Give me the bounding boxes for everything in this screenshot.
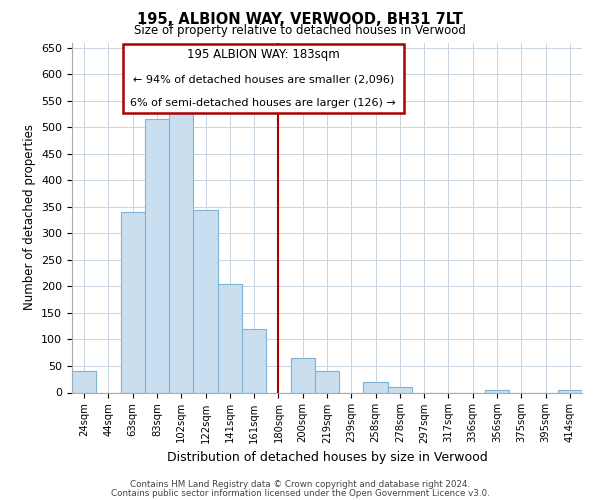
Bar [315, 372, 339, 392]
Text: Contains public sector information licensed under the Open Government Licence v3: Contains public sector information licen… [110, 489, 490, 498]
Bar [364, 382, 388, 392]
Bar [72, 372, 96, 392]
Bar [218, 284, 242, 393]
Bar [558, 390, 582, 392]
Bar [242, 329, 266, 392]
Bar [193, 210, 218, 392]
Bar [290, 358, 315, 392]
Text: Size of property relative to detached houses in Verwood: Size of property relative to detached ho… [134, 24, 466, 37]
Bar [145, 120, 169, 392]
Bar [388, 387, 412, 392]
Y-axis label: Number of detached properties: Number of detached properties [23, 124, 35, 310]
FancyBboxPatch shape [123, 44, 404, 112]
Text: 6% of semi-detached houses are larger (126) →: 6% of semi-detached houses are larger (1… [130, 98, 396, 108]
Bar [169, 109, 193, 393]
Text: ← 94% of detached houses are smaller (2,096): ← 94% of detached houses are smaller (2,… [133, 74, 394, 84]
Text: 195, ALBION WAY, VERWOOD, BH31 7LT: 195, ALBION WAY, VERWOOD, BH31 7LT [137, 12, 463, 28]
Bar [121, 212, 145, 392]
X-axis label: Distribution of detached houses by size in Verwood: Distribution of detached houses by size … [167, 451, 487, 464]
Text: Contains HM Land Registry data © Crown copyright and database right 2024.: Contains HM Land Registry data © Crown c… [130, 480, 470, 489]
Text: 195 ALBION WAY: 183sqm: 195 ALBION WAY: 183sqm [187, 48, 340, 60]
Bar [485, 390, 509, 392]
